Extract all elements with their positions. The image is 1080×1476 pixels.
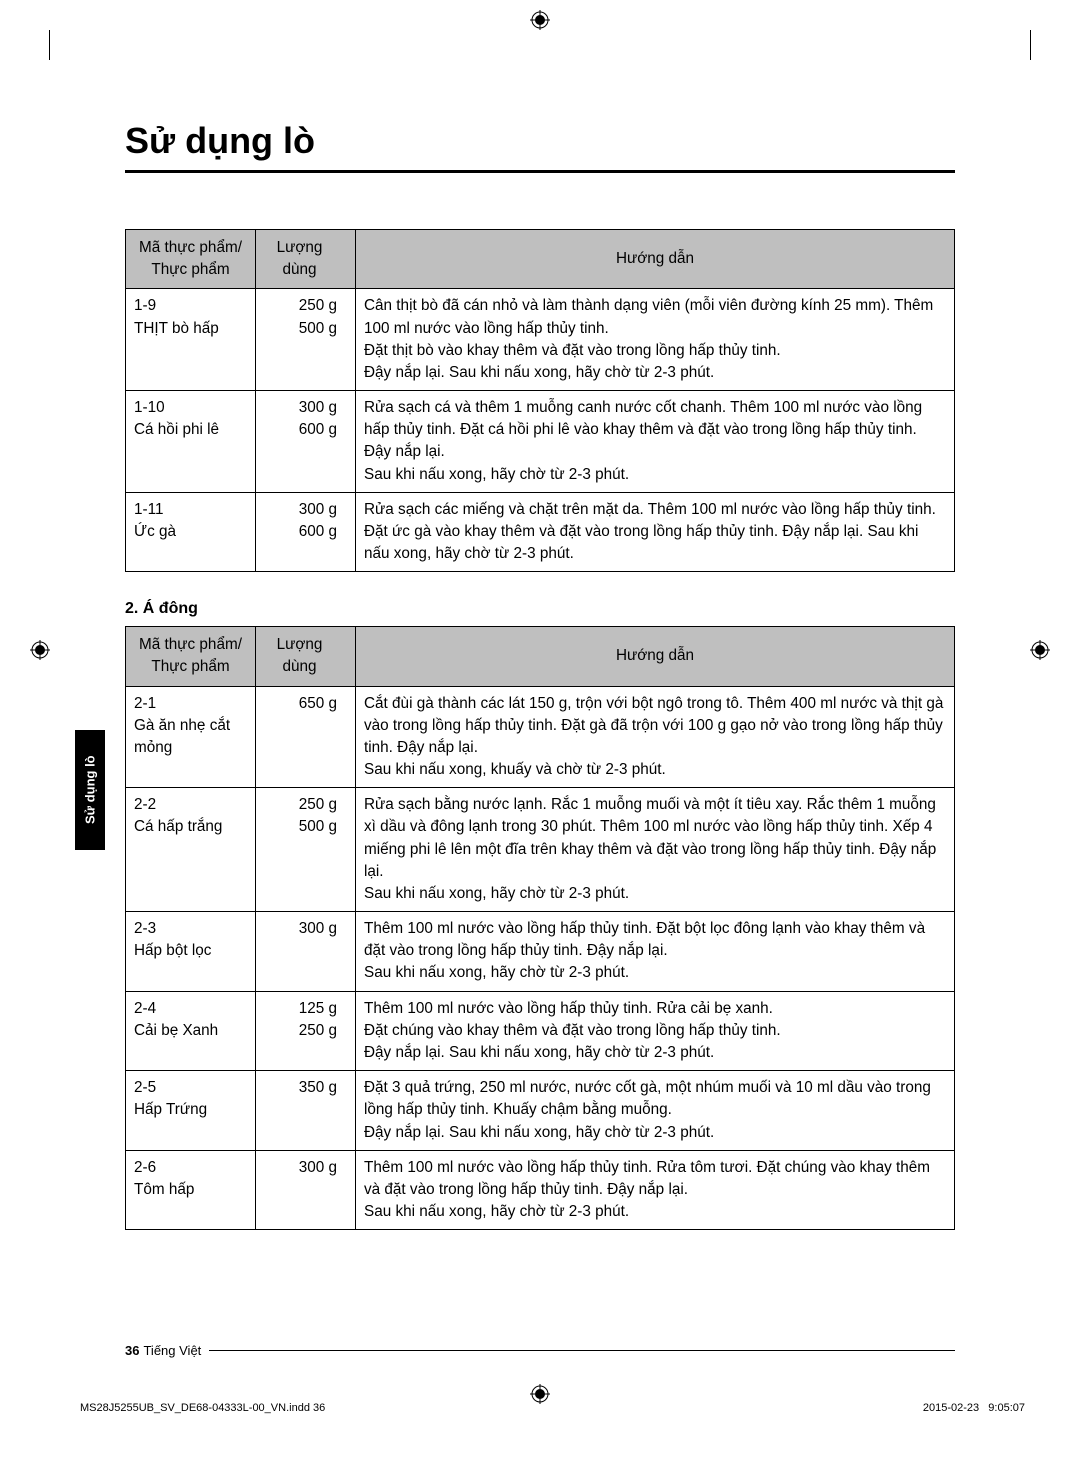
language-label: Tiếng Việt bbox=[143, 1343, 201, 1358]
cell-code: 2-1 Gà ăn nhẹ cắt mỏng bbox=[126, 686, 256, 788]
cell-code: 2-3 Hấp bột lọc bbox=[126, 912, 256, 992]
cell-qty: 300 g bbox=[256, 912, 356, 992]
table-row: 2-6 Tôm hấp300 gThêm 100 ml nước vào lồn… bbox=[126, 1150, 955, 1230]
cell-guide: Rửa sạch các miếng và chặt trên mặt da. … bbox=[356, 492, 955, 572]
col-guide-header: Hướng dẫn bbox=[356, 627, 955, 686]
table-row: 2-1 Gà ăn nhẹ cắt mỏng650 gCắt đùi gà th… bbox=[126, 686, 955, 788]
table-row: 2-2 Cá hấp trắng250 g 500 gRửa sạch bằng… bbox=[126, 788, 955, 912]
cell-code: 2-4 Cải bẹ Xanh bbox=[126, 991, 256, 1071]
registration-mark-icon bbox=[530, 1384, 550, 1404]
print-footer: MS28J5255UB_SV_DE68-04333L-00_VN.indd 36… bbox=[80, 1402, 1025, 1414]
subheading-2: 2. Á đông bbox=[125, 600, 955, 618]
col-code-header: Mã thực phẩm/ Thực phẩm bbox=[126, 627, 256, 686]
cell-guide: Thêm 100 ml nước vào lồng hấp thủy tinh.… bbox=[356, 991, 955, 1071]
footer-line bbox=[209, 1350, 955, 1351]
side-tab: Sử dụng lò bbox=[75, 730, 105, 850]
page-footer: 36 Tiếng Việt bbox=[125, 1343, 955, 1358]
print-datetime: 2015-02-23 9:05:07 bbox=[923, 1402, 1025, 1414]
table-row: 1-10 Cá hồi phi lê300 g 600 gRửa sạch cá… bbox=[126, 391, 955, 493]
cell-guide: Rửa sạch bằng nước lạnh. Rắc 1 muỗng muố… bbox=[356, 788, 955, 912]
cell-qty: 250 g 500 g bbox=[256, 788, 356, 912]
table-row: 2-3 Hấp bột lọc300 gThêm 100 ml nước vào… bbox=[126, 912, 955, 992]
cell-code: 2-5 Hấp Trứng bbox=[126, 1071, 256, 1151]
print-file: MS28J5255UB_SV_DE68-04333L-00_VN.indd 36 bbox=[80, 1402, 325, 1414]
table-row: 2-4 Cải bẹ Xanh125 g 250 gThêm 100 ml nư… bbox=[126, 991, 955, 1071]
cell-code: 2-2 Cá hấp trắng bbox=[126, 788, 256, 912]
cell-qty: 300 g 600 g bbox=[256, 391, 356, 493]
cell-qty: 300 g bbox=[256, 1150, 356, 1230]
cell-guide: Đặt 3 quả trứng, 250 ml nước, nước cốt g… bbox=[356, 1071, 955, 1151]
page-number: 36 bbox=[125, 1343, 139, 1358]
table-row: 2-5 Hấp Trứng350 gĐặt 3 quả trứng, 250 m… bbox=[126, 1071, 955, 1151]
table-header-row: Mã thực phẩm/ Thực phẩm Lượng dùng Hướng… bbox=[126, 230, 955, 289]
col-code-header: Mã thực phẩm/ Thực phẩm bbox=[126, 230, 256, 289]
food-table-2: Mã thực phẩm/ Thực phẩm Lượng dùng Hướng… bbox=[125, 626, 955, 1230]
cell-qty: 650 g bbox=[256, 686, 356, 788]
table-row: 1-11 Ức gà300 g 600 gRửa sạch các miếng … bbox=[126, 492, 955, 572]
cell-code: 2-6 Tôm hấp bbox=[126, 1150, 256, 1230]
table-header-row: Mã thực phẩm/ Thực phẩm Lượng dùng Hướng… bbox=[126, 627, 955, 686]
col-guide-header: Hướng dẫn bbox=[356, 230, 955, 289]
page-content: Sử dụng lò Mã thực phẩm/ Thực phẩm Lượng… bbox=[125, 120, 955, 1230]
table-row: 1-9 THỊT bò hấp250 g 500 gCân thịt bò đã… bbox=[126, 289, 955, 391]
cell-qty: 300 g 600 g bbox=[256, 492, 356, 572]
registration-mark-icon bbox=[30, 640, 50, 660]
cell-guide: Thêm 100 ml nước vào lồng hấp thủy tinh.… bbox=[356, 912, 955, 992]
registration-mark-icon bbox=[1030, 640, 1050, 660]
cell-qty: 250 g 500 g bbox=[256, 289, 356, 391]
cell-qty: 350 g bbox=[256, 1071, 356, 1151]
registration-mark-icon bbox=[530, 10, 550, 30]
col-qty-header: Lượng dùng bbox=[256, 627, 356, 686]
cell-code: 1-10 Cá hồi phi lê bbox=[126, 391, 256, 493]
cell-guide: Cắt đùi gà thành các lát 150 g, trộn với… bbox=[356, 686, 955, 788]
cell-qty: 125 g 250 g bbox=[256, 991, 356, 1071]
cell-guide: Cân thịt bò đã cán nhỏ và làm thành dạng… bbox=[356, 289, 955, 391]
cell-guide: Rửa sạch cá và thêm 1 muỗng canh nước cố… bbox=[356, 391, 955, 493]
food-table-1: Mã thực phẩm/ Thực phẩm Lượng dùng Hướng… bbox=[125, 229, 955, 572]
cell-code: 1-9 THỊT bò hấp bbox=[126, 289, 256, 391]
page-title: Sử dụng lò bbox=[125, 120, 955, 173]
col-qty-header: Lượng dùng bbox=[256, 230, 356, 289]
cell-guide: Thêm 100 ml nước vào lồng hấp thủy tinh.… bbox=[356, 1150, 955, 1230]
cell-code: 1-11 Ức gà bbox=[126, 492, 256, 572]
